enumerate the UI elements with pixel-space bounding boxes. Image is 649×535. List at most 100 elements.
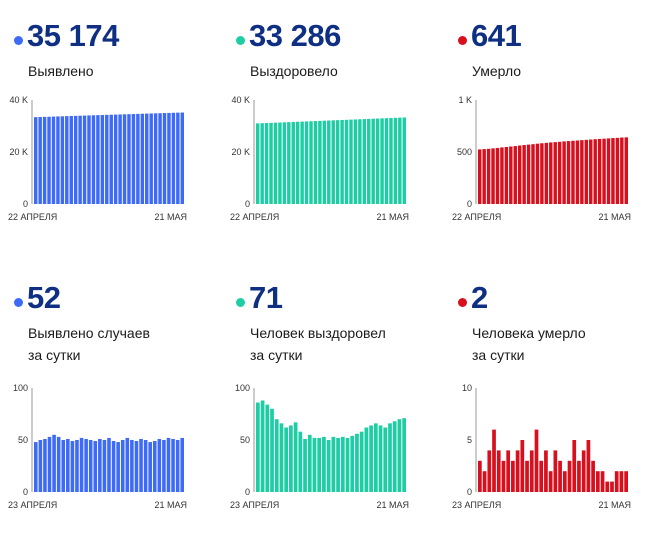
bar: [256, 402, 260, 492]
bar: [42, 116, 47, 204]
bar: [279, 423, 284, 492]
bar: [340, 119, 344, 204]
bar-chart: 0 50 100 23 АПРЕЛЯ 21 МАЯ: [8, 383, 187, 510]
bar: [504, 147, 509, 204]
bar: [340, 436, 345, 492]
bar: [605, 481, 610, 492]
bar: [397, 419, 402, 492]
bar: [107, 437, 111, 492]
bar: [595, 471, 600, 492]
bar: [145, 113, 149, 204]
bar: [529, 450, 534, 492]
x-tick-label-start: 22 АПРЕЛЯ: [230, 212, 279, 220]
bar: [602, 138, 606, 204]
bar: [355, 433, 359, 492]
bar: [606, 138, 611, 204]
x-tick-label-end: 21 МАЯ: [376, 500, 409, 510]
x-tick-label-start: 22 АПРЕЛЯ: [8, 212, 57, 220]
bar: [517, 145, 522, 204]
bar: [331, 436, 336, 492]
stat-label-line: за сутки: [28, 347, 81, 363]
bar: [345, 437, 350, 492]
bar-chart: 0 500 1 K 22 АПРЕЛЯ 21 МАЯ: [452, 95, 631, 220]
bar: [544, 142, 549, 204]
stat-label: Человека умерло за сутки: [472, 322, 649, 366]
bar: [153, 113, 158, 204]
bar: [482, 149, 486, 204]
bar: [371, 118, 375, 204]
bar: [344, 119, 349, 204]
bar: [501, 460, 506, 492]
stat-label-line: за сутки: [250, 347, 303, 363]
bar: [180, 437, 184, 492]
y-tick-label: 0: [245, 487, 250, 497]
bar: [557, 141, 562, 204]
bar: [600, 471, 605, 492]
bar: [88, 440, 93, 492]
panel-detected-daily: 52 Выявлено случаев за сутки 0 50 100 23 АПРЕЛ…: [8, 280, 218, 535]
bar-chart: 0 20 K 40 K 22 АПРЕЛЯ 21 МАЯ: [230, 95, 409, 220]
stat-value: 52: [27, 280, 61, 315]
x-tick-label-end: 21 МАЯ: [598, 212, 631, 220]
bar: [111, 441, 116, 492]
bar: [167, 112, 171, 204]
stat-label-line: Выявлено: [28, 63, 94, 79]
bar: [359, 431, 364, 492]
bar: [282, 122, 287, 204]
bar: [575, 140, 580, 204]
bar: [553, 450, 558, 492]
y-tick-label: 0: [467, 487, 472, 497]
stat-label-line: Выявлено случаев: [28, 325, 150, 341]
bar: [571, 140, 575, 204]
bar: [562, 141, 566, 204]
bar: [624, 137, 628, 204]
bar: [577, 460, 581, 492]
bar: [75, 440, 79, 492]
legend-dot: [14, 36, 23, 45]
bar: [265, 404, 270, 492]
bar: [52, 434, 56, 492]
x-tick-label-end: 21 МАЯ: [154, 212, 187, 220]
bar: [113, 114, 118, 204]
bar: [492, 429, 496, 492]
bar: [256, 123, 260, 204]
y-tick-label: 40 K: [9, 95, 28, 105]
bar: [61, 440, 66, 492]
bar: [511, 460, 515, 492]
x-tick-label-end: 21 МАЯ: [376, 212, 409, 220]
bar: [591, 460, 595, 492]
bar: [69, 115, 73, 204]
bar: [56, 436, 61, 492]
bar: [134, 441, 139, 492]
y-tick-label: 40 K: [231, 95, 250, 105]
bar: [615, 137, 620, 204]
x-tick-label-end: 21 МАЯ: [154, 500, 187, 510]
bar: [318, 120, 322, 204]
bar: [73, 115, 78, 204]
bar: [322, 436, 326, 492]
bar: [148, 442, 152, 492]
panel-detected: 35 174 Выявлено 0 20 K 40 K 22 АПРЕЛЯ 21 МАЯ: [8, 18, 218, 273]
legend-dot: [14, 298, 23, 307]
bar: [331, 120, 335, 204]
stat-label-line: Умерло: [472, 63, 522, 79]
stat-label-line: Выздоровело: [250, 63, 338, 79]
stat-value: 71: [249, 280, 283, 315]
bar: [264, 123, 269, 204]
bar: [589, 139, 593, 204]
y-tick-label: 0: [23, 199, 28, 209]
bar: [270, 408, 274, 492]
bar: [149, 113, 153, 204]
bar: [402, 418, 406, 492]
bar: [586, 440, 591, 492]
bar: [378, 425, 383, 492]
bar: [304, 121, 309, 204]
bar-chart: 0 20 K 40 K 22 АПРЕЛЯ 21 МАЯ: [8, 95, 187, 220]
bar: [274, 419, 279, 492]
bar: [289, 425, 293, 492]
y-tick-label: 20 K: [9, 147, 28, 157]
bar: [38, 117, 42, 204]
bar: [180, 112, 184, 204]
bar: [364, 427, 369, 492]
bar: [349, 119, 353, 204]
